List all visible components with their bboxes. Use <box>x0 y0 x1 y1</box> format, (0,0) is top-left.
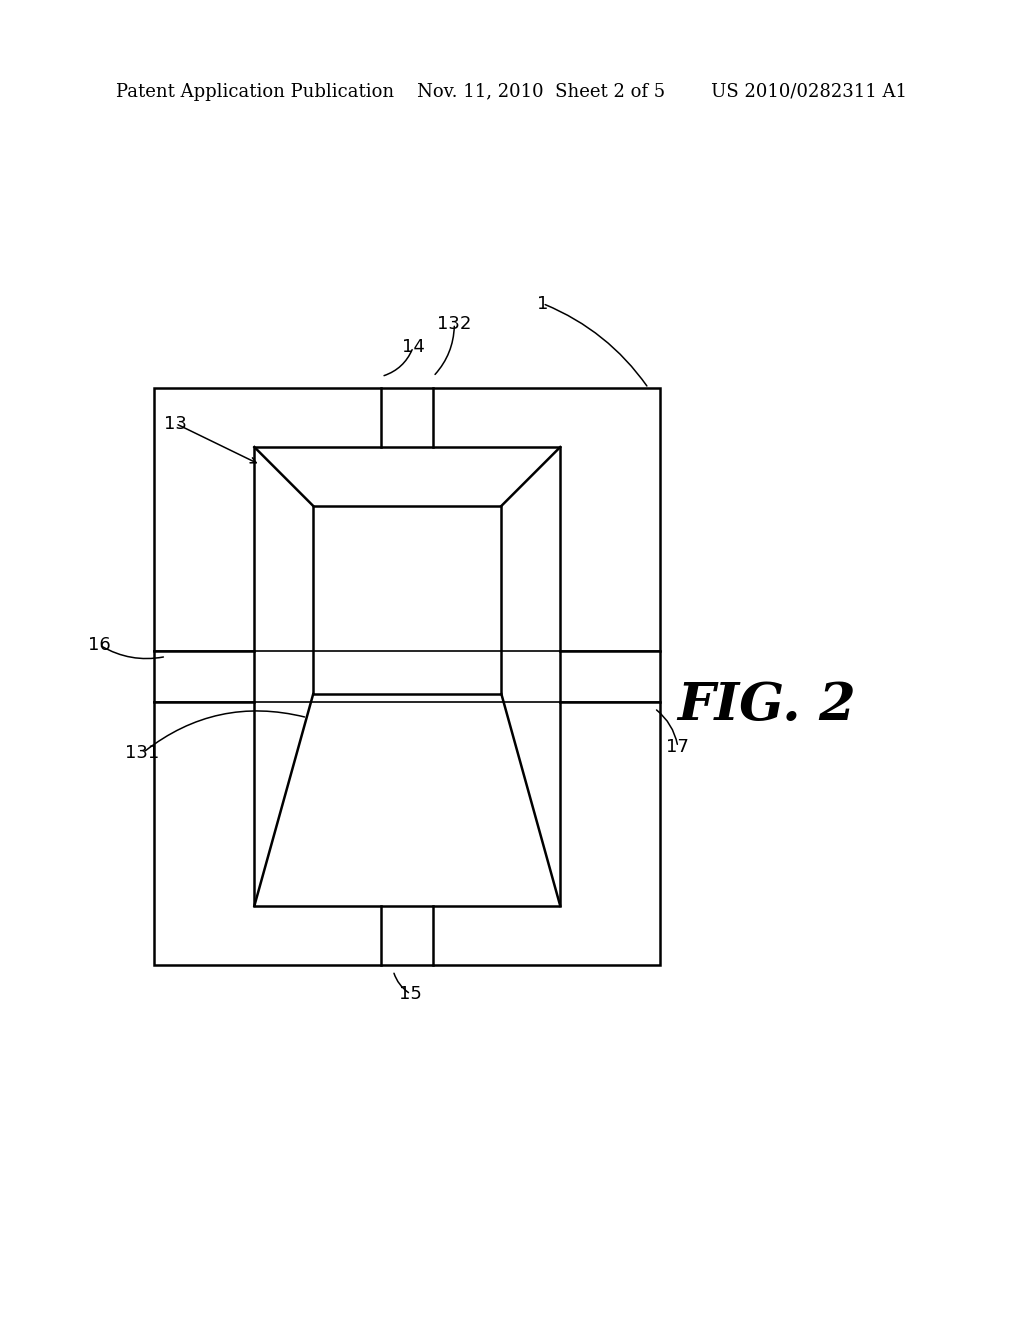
Text: 13: 13 <box>164 414 187 433</box>
Text: Patent Application Publication    Nov. 11, 2010  Sheet 2 of 5        US 2010/028: Patent Application Publication Nov. 11, … <box>117 83 907 100</box>
Bar <box>155 388 660 965</box>
Text: 14: 14 <box>401 338 425 356</box>
Bar <box>254 447 560 906</box>
Text: 1: 1 <box>537 294 548 313</box>
Text: 131: 131 <box>126 744 160 762</box>
Text: 17: 17 <box>667 738 689 756</box>
Text: 132: 132 <box>437 314 471 333</box>
Bar <box>313 506 502 694</box>
Text: FIG. 2: FIG. 2 <box>677 680 855 731</box>
Text: 16: 16 <box>88 636 111 653</box>
Text: 15: 15 <box>399 985 422 1003</box>
